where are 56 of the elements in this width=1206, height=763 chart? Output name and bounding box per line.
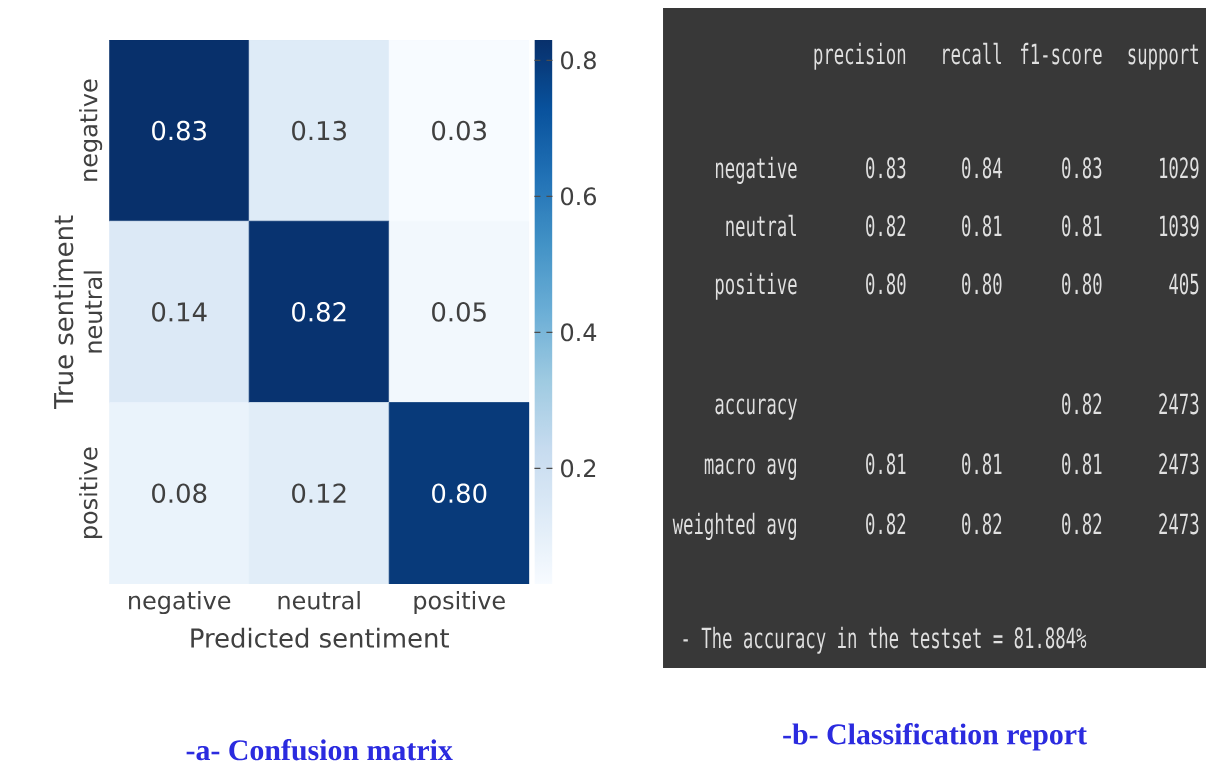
data-label: 0.82 <box>292 302 346 322</box>
text: 0.82 <box>866 513 906 535</box>
category-label: weighted avg <box>672 512 796 541</box>
text: 0.81 <box>962 453 1002 475</box>
text: 0.80 <box>962 273 1002 295</box>
x-axis-title: Predicted sentiment <box>191 627 449 648</box>
text: 0.82 <box>1062 393 1102 415</box>
text: - The accuracy in the testset = 81.884% <box>683 626 1087 654</box>
text: 2473 <box>1159 513 1199 535</box>
category-label: negative <box>715 156 797 185</box>
color-bar-label: 0.4 <box>561 323 597 342</box>
text: 1039 <box>1160 215 1199 237</box>
text: 1029 <box>1160 157 1199 179</box>
color-bar-label: 0.6 <box>561 187 596 206</box>
text: 0.83 <box>866 157 906 179</box>
text: 0.80 <box>1062 273 1102 295</box>
data-label: 0.14 <box>152 302 207 322</box>
color-bar-label: 0.8 <box>561 51 596 70</box>
data-label: 0.83 <box>152 120 206 141</box>
text: -a- Confusion matrix <box>186 739 453 761</box>
category-label: recall <box>943 42 1001 65</box>
text: 0.81 <box>962 215 1002 237</box>
category-label: macro avg <box>704 458 796 481</box>
text: 0.82 <box>866 215 906 237</box>
y-axis-title: True sentiment <box>53 215 74 410</box>
text: -b- Classification report <box>783 723 1087 751</box>
text: 0.82 <box>1062 513 1102 535</box>
text: 0.81 <box>1062 215 1102 237</box>
x-tick-label: positive <box>414 590 505 615</box>
category-label: support <box>1128 44 1198 70</box>
text: 2473 <box>1159 453 1199 475</box>
x-tick-label: negative <box>129 590 231 615</box>
data-label: 0.03 <box>432 120 486 141</box>
text: 405 <box>1169 273 1199 295</box>
text: 0.83 <box>1062 157 1102 179</box>
data-label: 0.05 <box>432 302 486 322</box>
text: 0.81 <box>866 453 906 475</box>
y-tick-label: negative <box>79 79 103 181</box>
text: 0.84 <box>962 157 1002 179</box>
y-tick-label: neutral <box>83 271 103 353</box>
data-label: 0.13 <box>292 120 346 141</box>
category-label: positive <box>715 272 797 300</box>
x-tick-label: neutral <box>278 590 360 610</box>
y-tick-label: positive <box>79 447 103 538</box>
text: 0.80 <box>866 273 906 295</box>
data-label: 0.12 <box>292 483 346 504</box>
data-label: 0.80 <box>432 483 487 504</box>
category-label: neutral <box>726 214 796 237</box>
text: 0.81 <box>1062 453 1102 475</box>
category-label: accuracy <box>715 398 797 420</box>
color-bar-label: 0.2 <box>561 459 596 478</box>
text: 0.82 <box>962 513 1002 535</box>
text: 2473 <box>1159 393 1199 415</box>
data-label: 0.08 <box>152 483 207 504</box>
category-label: precision <box>814 42 906 70</box>
category-label: f1-score <box>1021 42 1102 65</box>
